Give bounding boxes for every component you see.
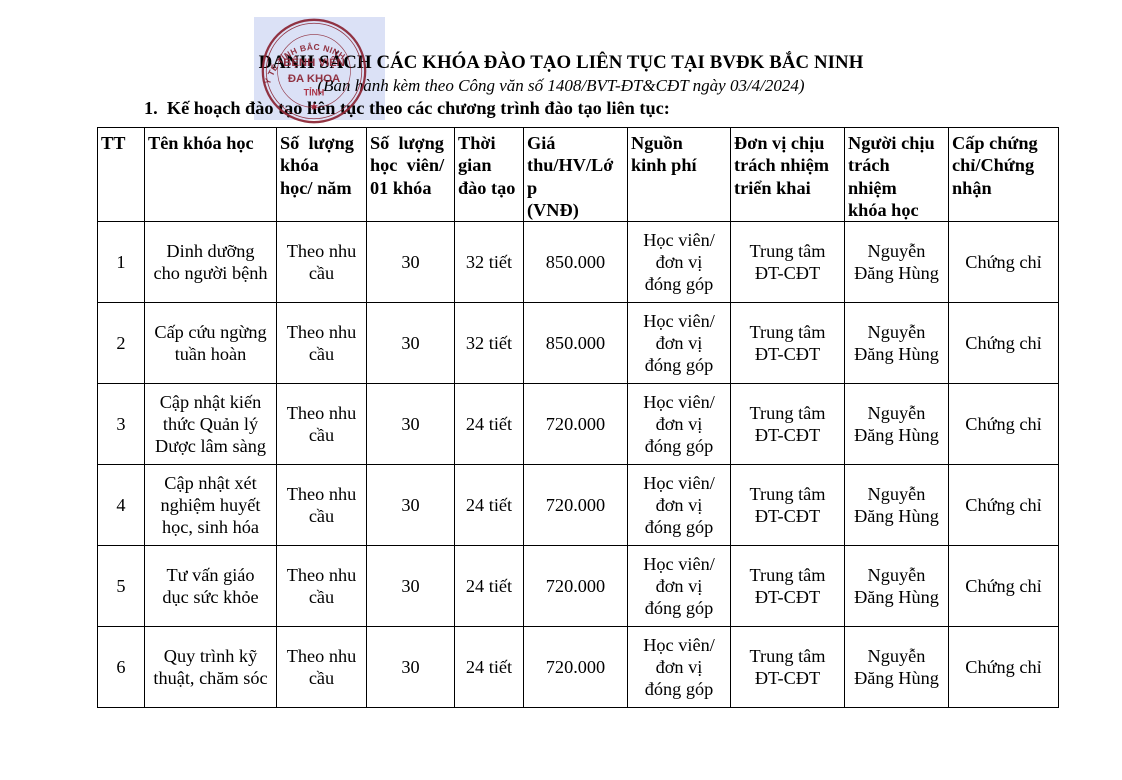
svg-text:TỈNH: TỈNH (304, 87, 325, 98)
svg-text:★: ★ (310, 101, 319, 111)
svg-text:BỆNH VIỆN: BỆNH VIỆN (283, 56, 345, 69)
svg-text:ĐA KHOA: ĐA KHOA (288, 73, 340, 85)
